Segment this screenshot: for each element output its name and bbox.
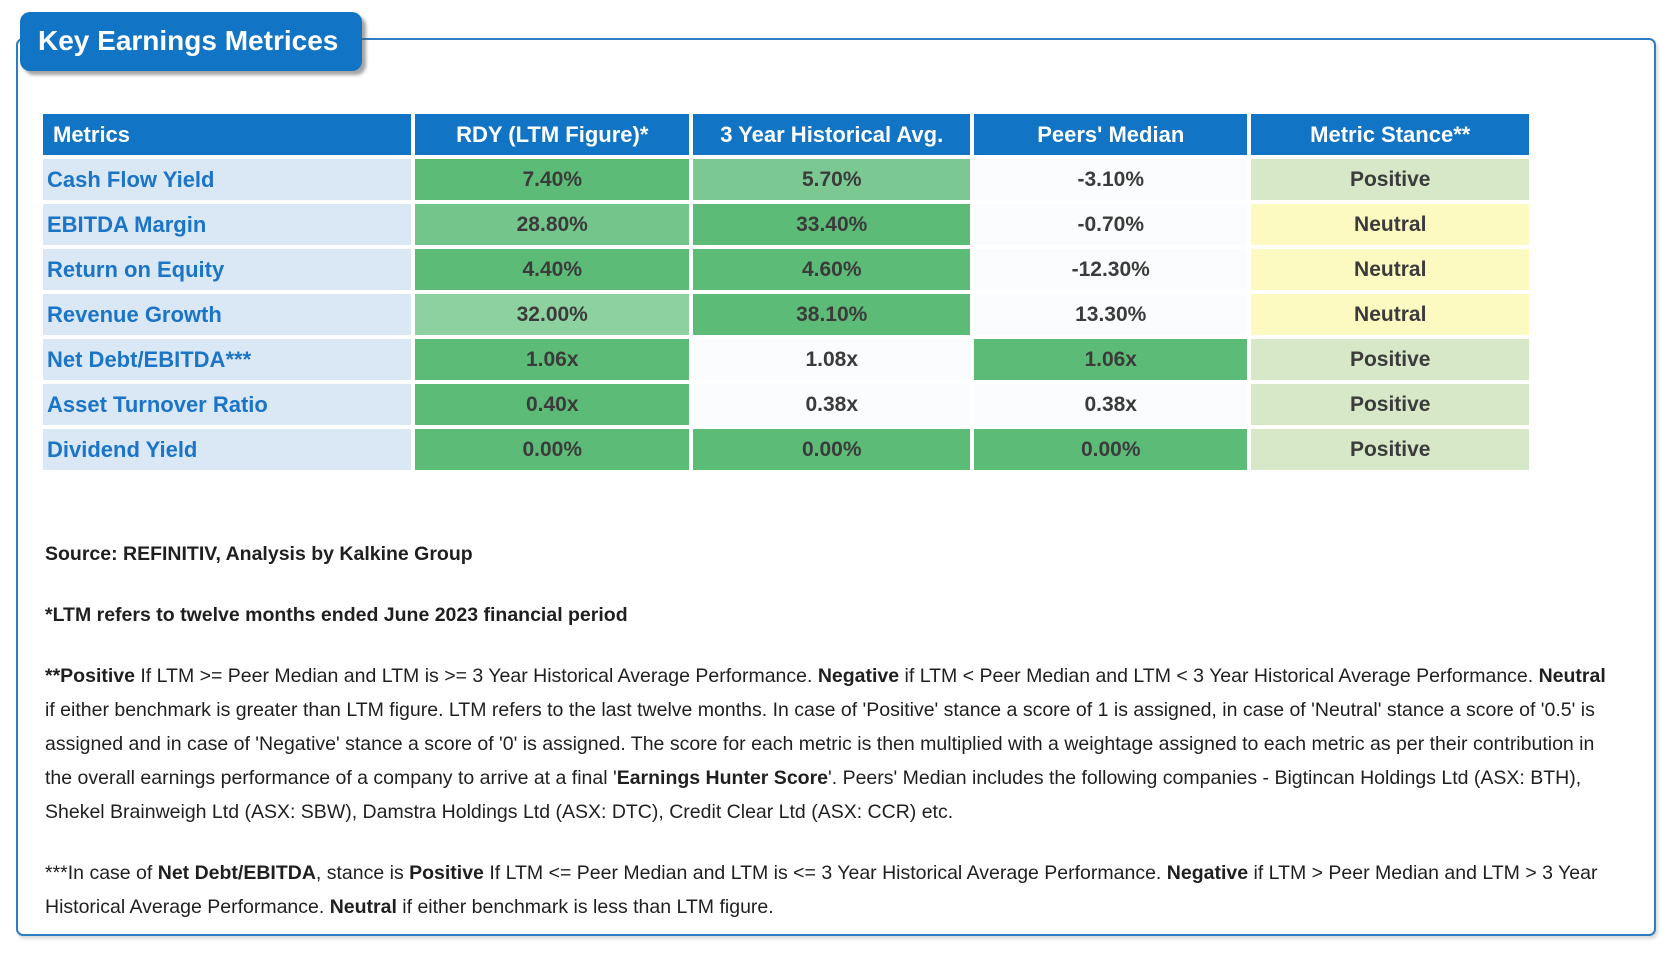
key-earnings-table: Metrics RDY (LTM Figure)* 3 Year Historica… <box>39 110 1533 474</box>
table-body: Cash Flow Yield 7.40% 5.70% -3.10% Positive E… <box>43 159 1529 470</box>
table-row: Asset Turnover Ratio 0.40x 0.38x 0.38x Posit… <box>43 384 1529 425</box>
value-cell: Neutral <box>1251 249 1529 290</box>
value-cell: Neutral <box>1251 204 1529 245</box>
value-cell: Positive <box>1251 339 1529 380</box>
value-cell: 5.70% <box>693 159 970 200</box>
value-cell: 0.00% <box>693 429 970 470</box>
table-row: Return on Equity 4.40% 4.60% -12.30% Neutral <box>43 249 1529 290</box>
value-cell: 1.06x <box>973 339 1248 380</box>
value-cell: 28.80% <box>415 204 690 245</box>
value-cell: 38.10% <box>693 294 970 335</box>
value-cell: 7.40% <box>415 159 690 200</box>
value-cell: -12.30% <box>973 249 1248 290</box>
value-cell: 4.40% <box>415 249 690 290</box>
value-cell: -0.70% <box>973 204 1248 245</box>
table-row: Cash Flow Yield 7.40% 5.70% -3.10% Positive <box>43 159 1529 200</box>
value-cell: 33.40% <box>693 204 970 245</box>
table-header-row: Metrics RDY (LTM Figure)* 3 Year Historica… <box>43 114 1529 155</box>
value-cell: 13.30% <box>973 294 1248 335</box>
value-cell: 4.60% <box>693 249 970 290</box>
footnotes-section: Source: REFINITIV, Analysis by Kalkine G… <box>45 537 1618 951</box>
value-cell: Positive <box>1251 384 1529 425</box>
column-header: 3 Year Historical Avg. <box>693 114 970 155</box>
value-cell: Positive <box>1251 159 1529 200</box>
page-title-text: Key Earnings Metrices <box>38 25 339 56</box>
table-row: Net Debt/EBITDA*** 1.06x 1.08x 1.06x Positiv… <box>43 339 1529 380</box>
column-header: Metrics <box>43 114 411 155</box>
value-cell: Positive <box>1251 429 1529 470</box>
value-cell: 0.38x <box>693 384 970 425</box>
value-cell: 0.38x <box>973 384 1248 425</box>
metric-label-cell: Cash Flow Yield <box>43 159 411 200</box>
value-cell: 1.06x <box>415 339 690 380</box>
source-note: Source: REFINITIV, Analysis by Kalkine G… <box>45 543 473 565</box>
metric-label-cell: EBITDA Margin <box>43 204 411 245</box>
content-panel: Metrics RDY (LTM Figure)* 3 Year Historica… <box>16 38 1656 936</box>
metric-label-cell: Return on Equity <box>43 249 411 290</box>
value-cell: Neutral <box>1251 294 1529 335</box>
metric-label-cell: Revenue Growth <box>43 294 411 335</box>
metric-label-cell: Asset Turnover Ratio <box>43 384 411 425</box>
table-row: Dividend Yield 0.00% 0.00% 0.00% Positive <box>43 429 1529 470</box>
metric-label-cell: Dividend Yield <box>43 429 411 470</box>
ltm-note: *LTM refers to twelve months ended June … <box>45 604 628 626</box>
value-cell: 0.00% <box>973 429 1248 470</box>
stance-definition-note: **Positive If LTM >= Peer Median and LTM… <box>45 665 1606 823</box>
table-row: EBITDA Margin 28.80% 33.40% -0.70% Neutral <box>43 204 1529 245</box>
netdebt-definition-note: ***In case of Net Debt/EBITDA, stance is… <box>45 862 1598 918</box>
value-cell: -3.10% <box>973 159 1248 200</box>
value-cell: 0.40x <box>415 384 690 425</box>
value-cell: 32.00% <box>415 294 690 335</box>
column-header: RDY (LTM Figure)* <box>415 114 690 155</box>
column-header: Metric Stance** <box>1251 114 1529 155</box>
value-cell: 0.00% <box>415 429 690 470</box>
value-cell: 1.08x <box>693 339 970 380</box>
column-header: Peers' Median <box>973 114 1248 155</box>
metric-label-cell: Net Debt/EBITDA*** <box>43 339 411 380</box>
page-title: Key Earnings Metrices <box>20 12 363 71</box>
table-row: Revenue Growth 32.00% 38.10% 13.30% Neutral <box>43 294 1529 335</box>
